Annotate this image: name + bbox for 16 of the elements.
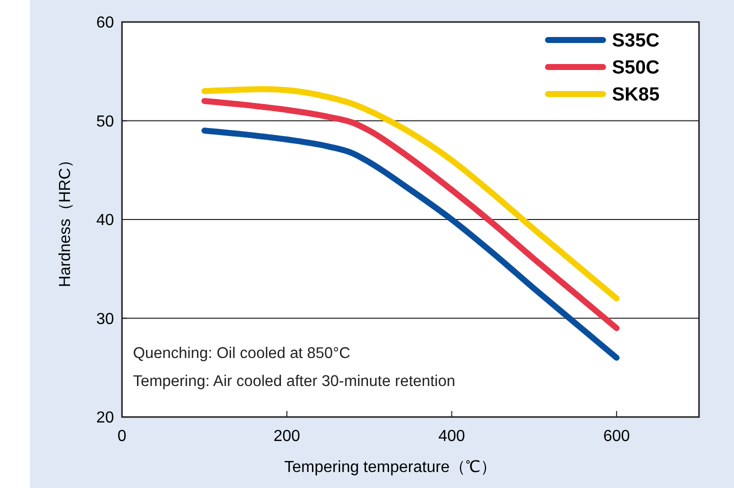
y-tick-label: 60 (96, 14, 114, 32)
y-tick-label: 20 (96, 410, 114, 427)
x-tick-label: 0 (118, 428, 127, 445)
legend-label: SK85 (612, 84, 660, 106)
x-tick-label: 400 (438, 428, 466, 445)
x-tick-label: 600 (603, 428, 630, 445)
y-tick-label: 40 (96, 212, 114, 230)
annotation: Tempering: Air cooled after 30-minute retention (133, 373, 456, 390)
legend-label: S50C (612, 58, 660, 79)
legend-label: S35C (612, 30, 660, 52)
x-tick-label: 200 (274, 428, 300, 445)
y-axis-title: Hardness（HRC） (57, 152, 74, 288)
y-tick-label: 30 (96, 310, 114, 328)
y-tick-label: 50 (96, 113, 114, 130)
x-axis-title: Tempering temperature（℃） (284, 459, 497, 476)
annotation: Quenching: Oil cooled at 850°C (133, 345, 350, 362)
